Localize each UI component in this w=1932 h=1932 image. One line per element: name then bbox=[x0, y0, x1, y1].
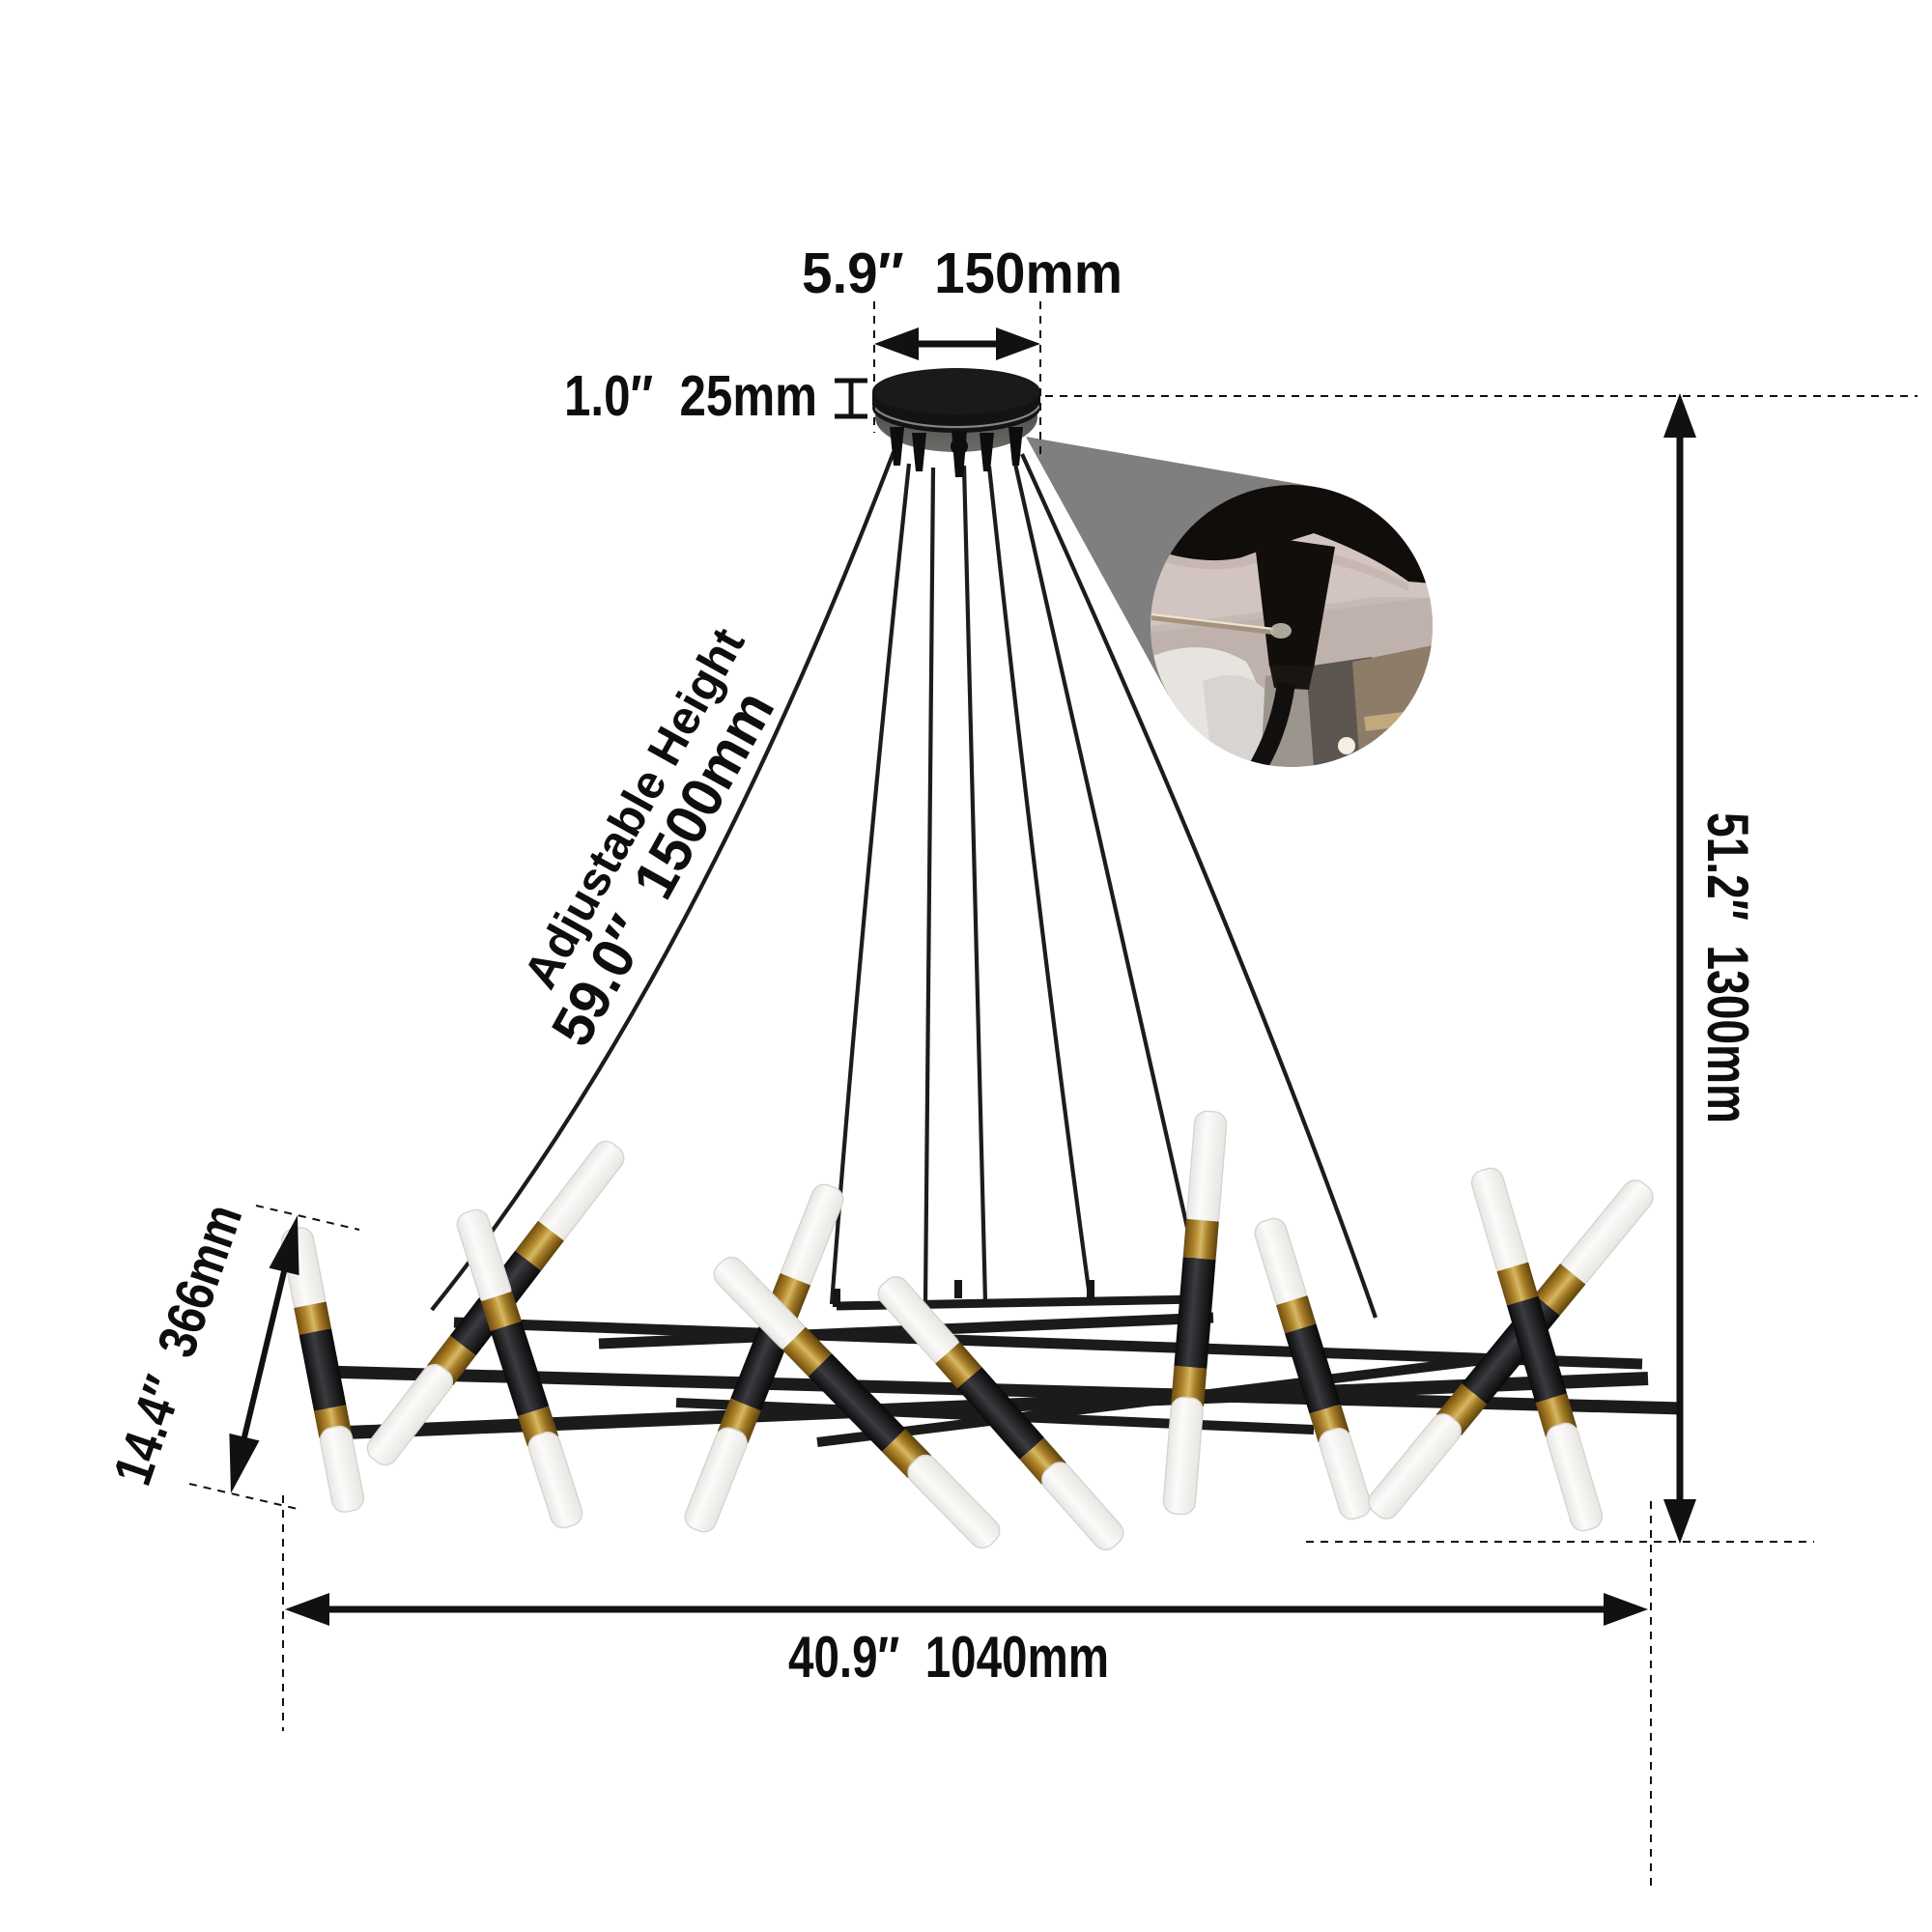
svg-text:5.9″ 150mm: 5.9″ 150mm bbox=[802, 242, 1122, 305]
svg-text:40.9″ 1040mm: 40.9″ 1040mm bbox=[788, 1625, 1109, 1690]
svg-text:1.0″ 25mm: 1.0″ 25mm bbox=[564, 364, 817, 428]
svg-text:51.2″ 1300mm: 51.2″ 1300mm bbox=[1695, 812, 1760, 1123]
